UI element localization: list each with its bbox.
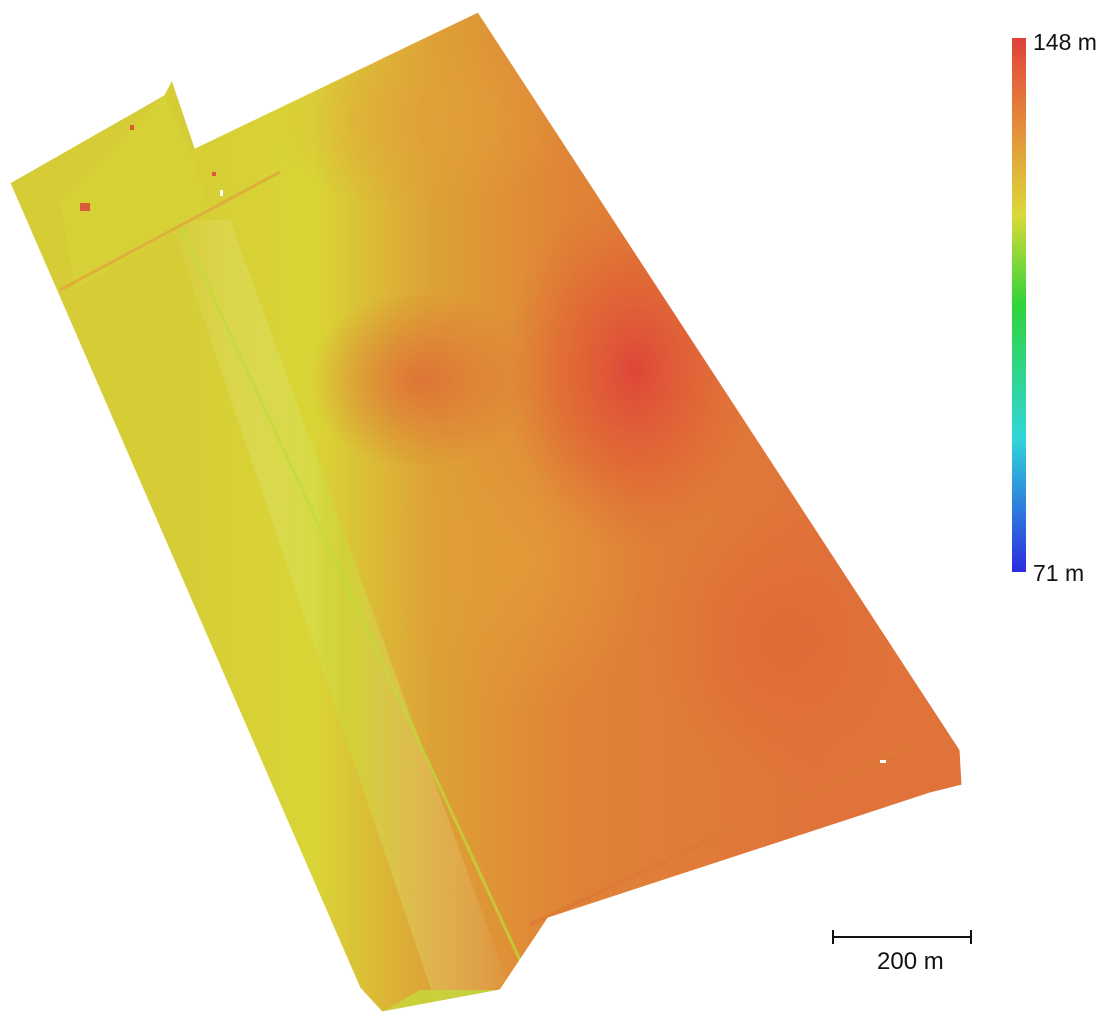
scale-bar-left-tick	[832, 930, 834, 944]
scale-bar: 200 m	[832, 930, 974, 980]
legend-max-label: 148 m	[1033, 29, 1097, 55]
elevation-map	[9, 11, 963, 1013]
elevation-legend: 148 m 71 m	[1012, 31, 1112, 585]
elevation-color-ramp	[1012, 38, 1026, 572]
scale-bar-label: 200 m	[877, 948, 944, 975]
scale-bar-line	[832, 936, 972, 938]
legend-min-label: 71 m	[1033, 560, 1085, 586]
scale-bar-right-tick	[970, 930, 972, 944]
